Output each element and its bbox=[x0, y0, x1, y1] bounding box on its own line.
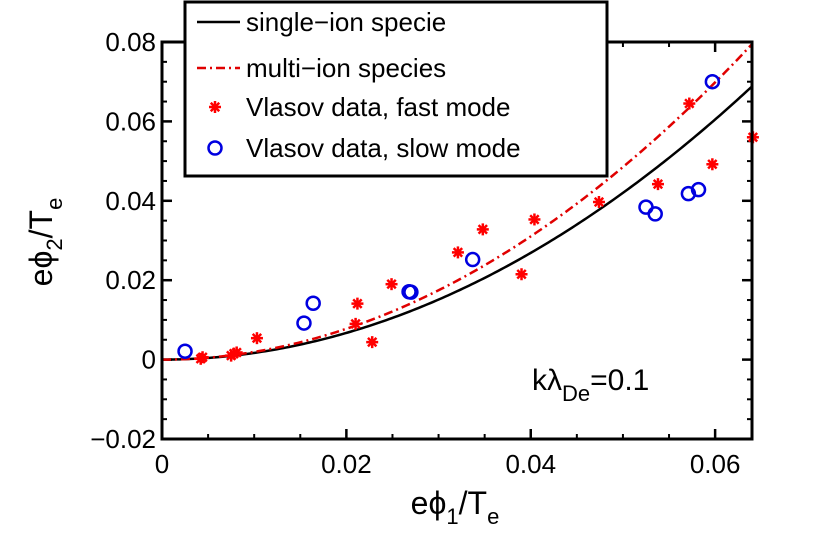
x-tick-label: 0 bbox=[155, 449, 169, 479]
fast-mode-point bbox=[349, 317, 362, 330]
fast-mode-point bbox=[515, 268, 528, 281]
legend-asterisk-marker bbox=[209, 101, 221, 113]
fast-mode-point bbox=[592, 195, 605, 208]
legend-marker-slow bbox=[207, 140, 223, 156]
legend-circle-marker bbox=[207, 140, 223, 156]
legend-label-single-ion: single−ion specie bbox=[246, 7, 446, 37]
y-tick-label: 0.06 bbox=[105, 106, 156, 136]
fast-mode-point bbox=[366, 336, 379, 349]
slow-mode-point bbox=[464, 251, 481, 268]
y-axis-label-sub2: e bbox=[42, 198, 67, 210]
x-axis-label: eϕ1/Te bbox=[411, 485, 500, 529]
legend-label-fast-mode: Vlasov data, fast mode bbox=[246, 92, 510, 122]
slow-mode-point bbox=[647, 206, 663, 222]
y-tick-label: 0.08 bbox=[105, 27, 156, 57]
fast-mode-point bbox=[351, 297, 364, 310]
y-tick-label: 0.04 bbox=[105, 186, 156, 216]
x-axis-label-slash: /T bbox=[459, 485, 487, 521]
fast-mode-point bbox=[230, 346, 243, 359]
fast-mode-point bbox=[385, 278, 398, 291]
series-line-multi-ion bbox=[162, 43, 752, 361]
slow-mode-point bbox=[305, 295, 321, 311]
slow-mode-point bbox=[690, 181, 707, 198]
legend-box bbox=[183, 0, 609, 178]
y-axis-label-main: eϕ bbox=[23, 251, 59, 287]
y-tick-label: 0 bbox=[142, 345, 156, 375]
x-tick-label: 0.06 bbox=[690, 449, 741, 479]
slow-mode-point bbox=[403, 284, 419, 300]
legend-label-multi-ion: multi−ion species bbox=[246, 53, 446, 83]
slow-mode-point bbox=[296, 315, 312, 331]
series-layer bbox=[162, 43, 759, 365]
y-axis-label: eϕ2/Te bbox=[23, 198, 67, 287]
fast-mode-point bbox=[250, 332, 263, 345]
fast-mode-point bbox=[683, 97, 696, 110]
slow-mode-point bbox=[177, 343, 193, 360]
annotation-main: kλ bbox=[532, 364, 562, 397]
x-axis-label-sub2: e bbox=[487, 504, 499, 529]
fast-mode-point bbox=[528, 213, 541, 226]
fast-mode-point bbox=[196, 351, 209, 364]
legend: single−ion specie multi−ion species Vlas… bbox=[183, 0, 609, 178]
x-axis-label-main: eϕ bbox=[411, 485, 447, 521]
fast-mode-point bbox=[706, 158, 719, 171]
x-tick-label: 0.04 bbox=[505, 449, 556, 479]
legend-label-slow-mode: Vlasov data, slow mode bbox=[246, 133, 521, 163]
slow-mode-point bbox=[704, 73, 721, 90]
y-axis-label-sub1: 2 bbox=[42, 238, 67, 250]
y-tick-label: −0.02 bbox=[90, 424, 156, 454]
fast-mode-point bbox=[651, 178, 664, 191]
x-tick-label: 0.02 bbox=[321, 449, 372, 479]
annotation-rest: =0.1 bbox=[590, 364, 649, 397]
fast-mode-point bbox=[451, 246, 464, 259]
fast-mode-point bbox=[476, 223, 489, 236]
y-tick-label: 0.02 bbox=[105, 265, 156, 295]
x-axis-label-sub1: 1 bbox=[446, 504, 458, 529]
annotation-sub: De bbox=[562, 381, 590, 406]
y-axis-label-slash: /T bbox=[23, 210, 59, 238]
legend-marker-fast bbox=[209, 101, 221, 113]
annotation-k-lambda: kλDe=0.1 bbox=[532, 364, 649, 406]
